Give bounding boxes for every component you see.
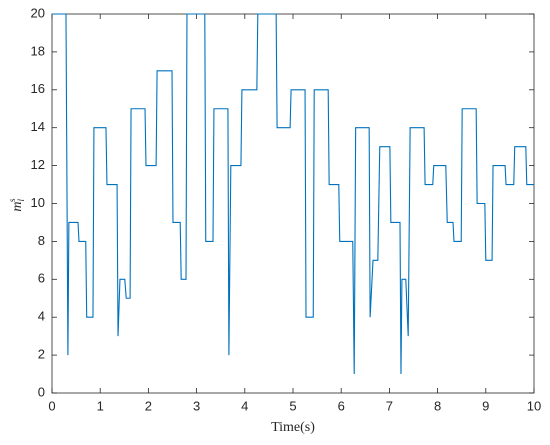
y-label-base: m <box>10 201 25 211</box>
y-tick-label: 16 <box>31 81 45 96</box>
x-tick-label: 9 <box>482 398 489 413</box>
x-tick-label: 6 <box>338 398 345 413</box>
plot-area <box>51 13 535 394</box>
y-tick-label: 8 <box>38 233 45 248</box>
y-tick-label: 0 <box>38 384 45 399</box>
y-label-sub: l <box>16 198 26 201</box>
x-tick-label: 10 <box>527 398 541 413</box>
y-tick-label: 10 <box>31 195 45 210</box>
y-tick-label: 20 <box>31 5 45 20</box>
x-tick-label: 3 <box>193 398 200 413</box>
x-tick-label: 1 <box>97 398 104 413</box>
x-tick-label: 4 <box>241 398 248 413</box>
x-tick-label: 7 <box>386 398 393 413</box>
y-tick-label: 6 <box>38 271 45 286</box>
x-tick-label: 5 <box>289 398 296 413</box>
y-label-sup: s <box>7 198 17 202</box>
data-line <box>52 13 534 375</box>
x-axis-label: Time(s) <box>271 420 315 435</box>
y-tick-label: 12 <box>31 157 45 172</box>
x-tick-label: 8 <box>434 398 441 413</box>
x-tick-label: 0 <box>48 398 55 413</box>
y-tick-label: 2 <box>38 347 45 362</box>
y-axis-label: mls <box>7 198 26 212</box>
x-tick-label: 2 <box>145 398 152 413</box>
y-tick-label: 18 <box>31 43 45 58</box>
y-tick-label: 4 <box>38 309 45 324</box>
y-tick-label: 14 <box>31 119 45 134</box>
